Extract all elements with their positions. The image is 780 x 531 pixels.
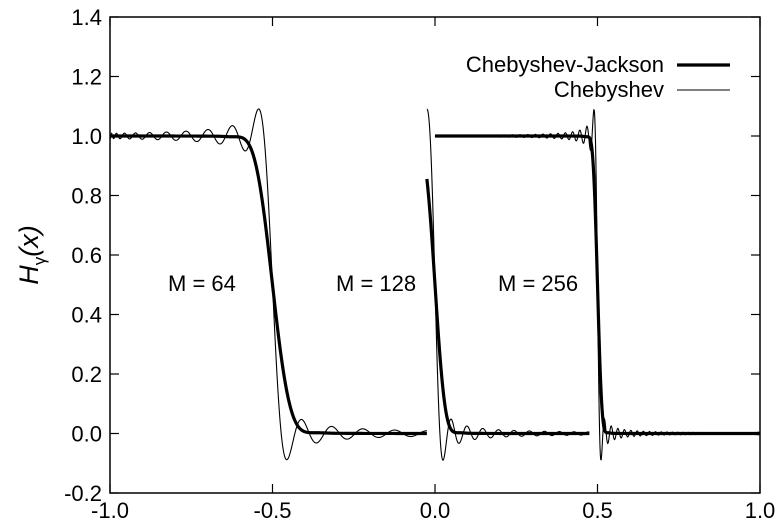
x-tick-label: 0.0 [420,498,451,523]
y-tick-label: 0.8 [71,184,102,209]
y-tick-label: 1.4 [71,5,102,30]
y-tick-label: 0.4 [71,303,102,328]
y-tick-label: -0.2 [64,481,102,506]
legend: Chebyshev-Jackson Chebyshev [466,52,730,102]
x-tick-label: 1.0 [745,498,776,523]
y-tick-label: 0.6 [71,243,102,268]
legend-label-chebyshev-jackson: Chebyshev-Jackson [466,52,664,77]
ticks-layer: -1.0 -0.5 0.0 0.5 1.0 -0.2 0.0 0.2 0.4 0.6 0.8 1.0 1… [64,5,775,523]
y-axis-label: Hγ(x) [14,225,49,284]
curves-layer [108,108,762,461]
y-tick-label: 0.0 [71,422,102,447]
y-tick-label: 0.2 [71,362,102,387]
x-tick-label: -0.5 [254,498,292,523]
legend-label-chebyshev: Chebyshev [554,77,664,102]
y-tick-label: 1.2 [71,65,102,90]
x-tick-label: -1.0 [91,498,129,523]
y-tick-label: 1.0 [71,124,102,149]
chebyshev-jackson-curve-m128 [425,178,591,436]
chebyshev-jackson-curve-m256 [433,134,762,436]
panel-annotations: M = 64 M = 128 M = 256 [168,271,578,296]
x-tick-label: 0.5 [582,498,613,523]
panel-label-m256: M = 256 [498,271,578,296]
panel-label-m64: M = 64 [168,271,236,296]
panel-label-m128: M = 128 [336,271,416,296]
chebyshev-jackson-curve-m64 [108,134,429,436]
